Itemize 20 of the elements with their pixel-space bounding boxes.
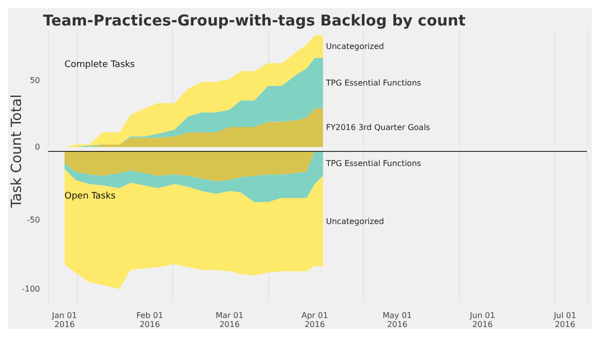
series-label: Uncategorized	[326, 42, 384, 52]
annotation: Complete Tasks	[64, 60, 136, 70]
annotation: Open Tasks	[64, 192, 116, 202]
x-tick-label: Apr 01 2016	[301, 311, 328, 329]
series-label: FY2016 3rd Quarter Goals	[326, 123, 430, 132]
y-tick-label: 0	[34, 142, 40, 152]
y-tick-label: 50	[30, 76, 40, 86]
x-tick-label: Jun 01 2016	[468, 311, 496, 329]
x-tick-label: Feb 01 2016	[136, 311, 164, 329]
y-tick-label: -50	[26, 216, 40, 225]
y-tick-label: -100	[22, 284, 40, 294]
x-tick-label: Jul 01 2016	[552, 311, 576, 329]
series-label: Uncategorized	[326, 216, 384, 226]
series-label: TPG Essential Functions	[325, 78, 422, 88]
series-label: TPG Essential Functions	[325, 158, 422, 168]
x-tick-label: May 01 2016	[382, 311, 412, 329]
y-axis-title: Task Count Total	[9, 94, 25, 208]
chart-title: Team-Practices-Group-with-tags Backlog by count	[43, 12, 466, 30]
x-tick-label: Jan 01 2016	[50, 311, 78, 329]
x-tick-label: Mar 01 2016	[216, 311, 244, 329]
